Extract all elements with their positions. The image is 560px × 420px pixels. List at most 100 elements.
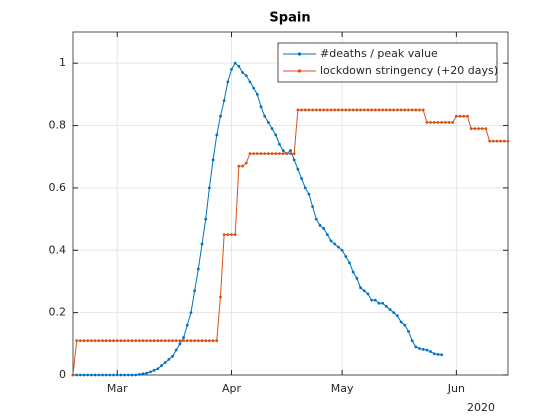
- point: [414, 345, 418, 349]
- point: [355, 108, 359, 112]
- point: [425, 348, 429, 352]
- point: [381, 301, 385, 305]
- point: [447, 121, 451, 124]
- point: [362, 108, 366, 112]
- point: [303, 186, 307, 190]
- point: [325, 108, 329, 112]
- point: [337, 108, 340, 112]
- point: [185, 339, 189, 343]
- point: [193, 289, 197, 293]
- x-tick-label: May: [331, 382, 354, 395]
- point: [215, 133, 219, 137]
- point: [182, 336, 185, 339]
- point: [219, 295, 222, 299]
- point: [454, 114, 458, 118]
- point: [145, 339, 149, 343]
- point: [469, 127, 473, 131]
- point: [137, 372, 141, 376]
- point: [436, 353, 440, 356]
- point: [403, 108, 407, 112]
- point: [222, 233, 226, 237]
- point: [97, 339, 101, 343]
- point: [410, 108, 414, 112]
- point: [97, 373, 101, 377]
- point: [226, 80, 230, 84]
- point: [204, 339, 208, 343]
- point: [86, 339, 90, 343]
- legend-label: #deaths / peak value: [320, 47, 438, 60]
- point: [196, 339, 200, 343]
- legend-box: [277, 42, 498, 83]
- point: [451, 121, 455, 124]
- point: [337, 245, 340, 249]
- point: [93, 339, 97, 343]
- point: [480, 127, 484, 131]
- point: [410, 339, 414, 343]
- point: [241, 164, 244, 168]
- point: [499, 139, 503, 143]
- y-tick-label: 0.8: [49, 119, 67, 132]
- point: [407, 329, 410, 333]
- point: [392, 108, 396, 112]
- point: [340, 248, 344, 252]
- x-tick-label: Mar: [107, 382, 128, 395]
- point: [418, 347, 421, 350]
- point: [366, 292, 370, 296]
- point: [296, 167, 300, 171]
- point: [266, 152, 270, 156]
- point: [366, 108, 370, 112]
- point: [130, 339, 134, 343]
- point: [392, 311, 396, 315]
- point: [182, 339, 185, 343]
- point: [384, 108, 388, 112]
- point: [348, 108, 351, 112]
- point: [112, 339, 115, 343]
- point: [311, 108, 315, 112]
- point: [314, 217, 318, 221]
- point: [329, 108, 333, 112]
- point: [244, 74, 248, 78]
- point: [101, 373, 104, 377]
- y-tick-label: 0.4: [49, 243, 67, 256]
- point: [292, 158, 296, 162]
- point: [348, 261, 351, 265]
- point: [141, 339, 145, 343]
- point: [255, 152, 259, 156]
- point: [314, 108, 318, 112]
- point: [421, 108, 425, 112]
- point: [381, 108, 385, 112]
- point: [266, 121, 270, 124]
- point: [318, 108, 322, 112]
- point: [241, 71, 244, 74]
- point: [156, 367, 160, 371]
- point: [137, 339, 141, 343]
- point: [421, 348, 425, 351]
- point: [270, 127, 274, 131]
- point: [152, 339, 156, 343]
- point: [149, 339, 152, 343]
- point: [119, 373, 123, 377]
- legend-label: lockdown stringency (+20 days): [320, 64, 498, 77]
- point: [458, 114, 462, 118]
- point: [160, 364, 163, 368]
- point: [255, 92, 259, 96]
- point: [82, 339, 86, 343]
- y-tick-label: 1: [59, 56, 66, 69]
- legend-marker: [297, 52, 302, 56]
- point: [351, 108, 355, 112]
- point: [104, 339, 108, 343]
- point: [377, 301, 381, 305]
- y-tick-label: 0.2: [49, 306, 67, 319]
- point: [226, 233, 230, 237]
- point: [178, 342, 182, 346]
- point: [230, 68, 233, 71]
- point: [502, 139, 506, 143]
- legend-marker: [297, 69, 302, 73]
- point: [211, 339, 215, 343]
- point: [211, 158, 215, 162]
- point: [259, 105, 263, 109]
- point: [78, 339, 82, 343]
- point: [244, 161, 248, 165]
- point: [233, 233, 237, 237]
- point: [278, 152, 281, 156]
